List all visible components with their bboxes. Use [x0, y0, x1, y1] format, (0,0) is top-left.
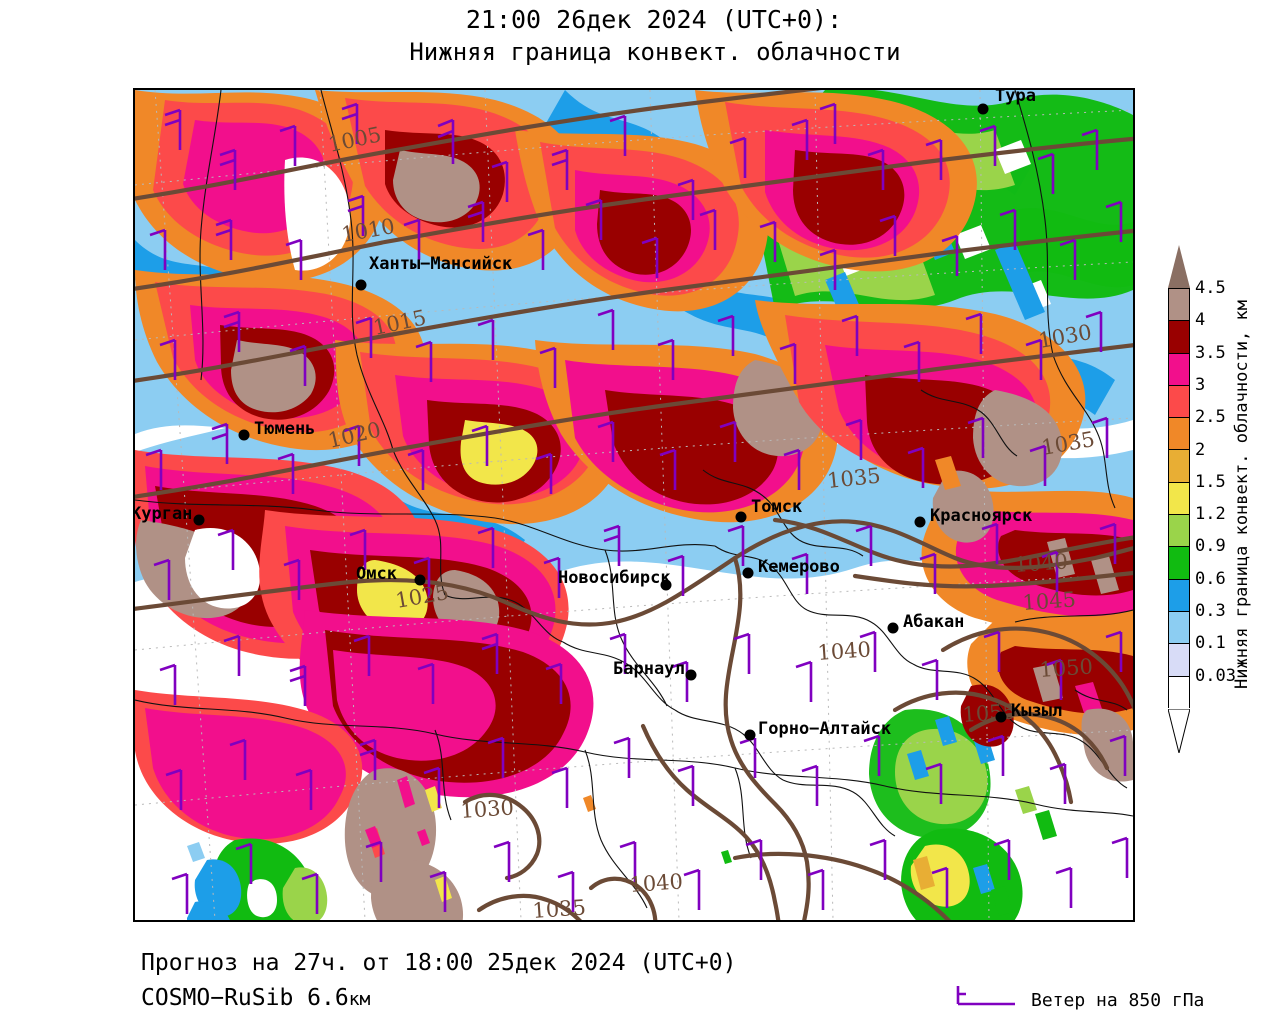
colorbar-over-arrow — [1168, 245, 1190, 288]
svg-text:Кемерово: Кемерово — [758, 557, 840, 577]
page-title-block: 21:00 26дек 2024 (UTC+0): Нижняя граница… — [0, 4, 1280, 68]
svg-text:Тюмень: Тюмень — [254, 419, 315, 439]
admin-boundaries — [135, 90, 1133, 909]
svg-text:1040: 1040 — [1014, 549, 1069, 577]
svg-text:Тура: Тура — [995, 90, 1036, 106]
svg-text:Красноярск: Красноярск — [930, 506, 1032, 526]
colorbar-band — [1169, 482, 1189, 516]
colorbar-tick-label: 0.6 — [1195, 568, 1226, 589]
svg-text:1050: 1050 — [1039, 654, 1094, 682]
colorbar-tick-label: 2 — [1195, 439, 1206, 460]
svg-text:1035: 1035 — [826, 464, 882, 493]
colorbar-band — [1169, 547, 1189, 580]
colorbar-under-arrow — [1168, 709, 1190, 753]
colorbar-axis-title: Нижняя граница конвект. облачности, км — [1232, 300, 1252, 689]
svg-text:Омск: Омск — [356, 564, 397, 584]
svg-text:1030: 1030 — [460, 795, 515, 823]
model-name: COSMO−RuSib 6.6 — [141, 985, 349, 1011]
svg-text:1035: 1035 — [532, 895, 587, 920]
colorbar-band — [1169, 515, 1189, 548]
colorbar-band — [1169, 385, 1189, 419]
map-raster-layer: 1005 1010 1015 1020 1025 1030 1035 1035 … — [135, 90, 1133, 920]
colorbar-band — [1169, 644, 1189, 677]
svg-text:Курган: Курган — [135, 504, 192, 524]
colorbar-tick-label: 0.03 — [1195, 665, 1236, 686]
svg-text:1055: 1055 — [962, 699, 1017, 727]
colorbar-band — [1169, 321, 1189, 354]
svg-text:1040: 1040 — [629, 869, 684, 897]
svg-text:Новосибирск: Новосибирск — [558, 568, 671, 588]
svg-text:Абакан: Абакан — [903, 612, 964, 632]
colorbar-tick-label: 3 — [1195, 374, 1206, 395]
colorbar-tick-label: 2.5 — [1195, 407, 1226, 428]
svg-text:Горно−Алтайск: Горно−Алтайск — [758, 719, 891, 739]
svg-text:Барнаул: Барнаул — [613, 659, 685, 679]
colorbar-bands — [1168, 288, 1190, 709]
svg-text:1045: 1045 — [1022, 587, 1077, 615]
colorbar-band — [1169, 676, 1189, 709]
svg-text:Кызыл: Кызыл — [1011, 701, 1062, 721]
colorbar-band — [1169, 353, 1189, 386]
page-title-field-name: Нижняя граница конвект. облачности — [409, 38, 901, 66]
svg-text:1040: 1040 — [817, 637, 872, 665]
colorbar-tick-label: 1.2 — [1195, 504, 1226, 525]
colorbar-band — [1169, 611, 1189, 645]
model-unit: км — [348, 989, 371, 1010]
wind-legend: Ветер на 850 гПа — [955, 984, 1205, 1011]
page-title-valid-time: 21:00 26дек 2024 (UTC+0): — [465, 5, 843, 34]
svg-text:Ханты−Мансийск: Ханты−Мансийск — [369, 254, 512, 274]
colorbar-tick-label: 0.3 — [1195, 601, 1226, 622]
svg-text:Томск: Томск — [751, 497, 802, 517]
wind-legend-label: Ветер на 850 гПа — [1031, 989, 1205, 1011]
colorbar-tick-label: 0.1 — [1195, 633, 1226, 654]
pressure-contours — [135, 90, 1133, 920]
weather-map[interactable]: 1005 1010 1015 1020 1025 1030 1035 1035 … — [133, 88, 1135, 922]
colorbar-tick-label: 1.5 — [1195, 471, 1226, 492]
colorbar-band — [1169, 450, 1189, 483]
forecast-info: Прогноз на 27ч. от 18:00 25дек 2024 (UTC… — [141, 950, 737, 976]
wind-barbs-850hpa — [145, 102, 1129, 914]
colorbar: 4.5 4 3.5 3 2.5 2 1.5 1.2 0.9 0.6 0.3 0.1 0.03 — [1163, 245, 1236, 775]
city-markers: Тура Ханты−Мансийск Тюмень Курган Омск Т… — [135, 90, 1062, 741]
colorbar-tick-label: 4 — [1195, 310, 1206, 331]
model-info: COSMO−RuSib 6.6км — [141, 985, 370, 1011]
colorbar-band — [1169, 289, 1189, 322]
colorbar-band — [1169, 418, 1189, 451]
colorbar-tick-label: 0.9 — [1195, 536, 1226, 557]
colorbar-tick-label: 4.5 — [1195, 278, 1226, 298]
wind-barb-icon — [956, 986, 1015, 1006]
colorbar-band — [1169, 579, 1189, 612]
colorbar-tick-label: 3.5 — [1195, 342, 1226, 363]
